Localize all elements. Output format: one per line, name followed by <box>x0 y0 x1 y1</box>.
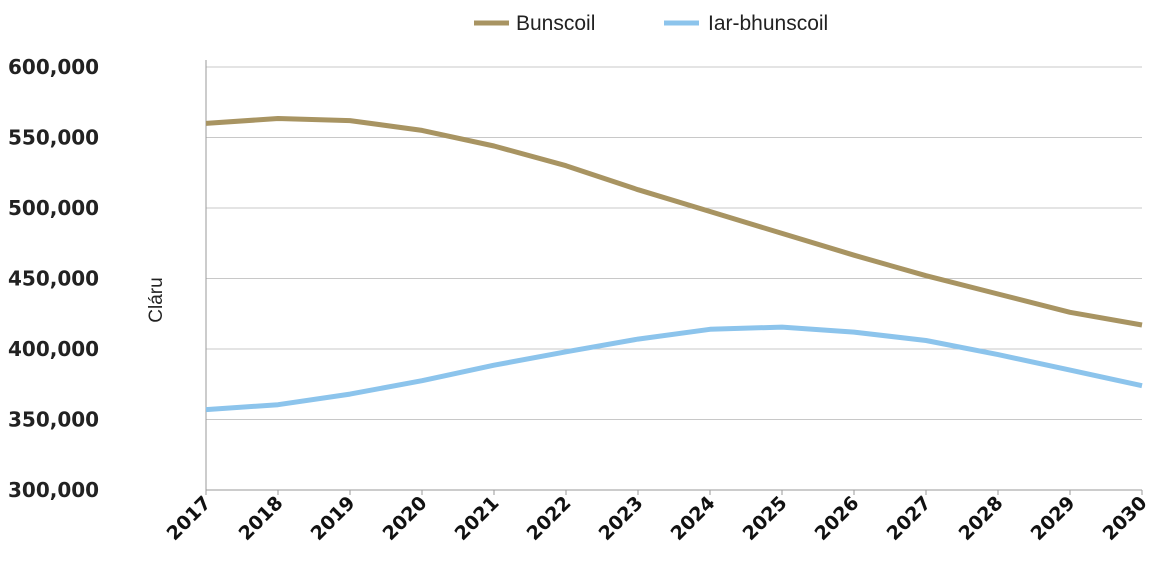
x-tick-label: 2021 <box>451 492 504 545</box>
x-tick-label: 2019 <box>307 492 360 545</box>
x-tick-label: 2027 <box>883 492 936 545</box>
legend-label-bunscoil: Bunscoil <box>516 12 595 35</box>
x-axis-ticks: 2017 2018 2019 2020 2021 2022 2023 2024 2025 2026… <box>163 490 1152 545</box>
legend-label-iar-bhunscoil: Iar-bhunscoil <box>708 12 828 35</box>
y-tick-label: 500,000 <box>8 196 99 220</box>
legend: Bunscoil Iar-bhunscoil <box>474 12 828 35</box>
y-tick-label: 550,000 <box>8 126 99 150</box>
series-line-bunscoil <box>205 116 1143 328</box>
y-tick-label: 300,000 <box>8 478 99 502</box>
series-line-iar-bhunscoil <box>205 324 1143 413</box>
x-tick-label: 2017 <box>163 492 216 545</box>
y-tick-label: 600,000 <box>8 55 99 79</box>
y-axis-label: Cláru <box>146 277 167 322</box>
x-tick-label: 2029 <box>1027 492 1080 545</box>
y-tick-label: 350,000 <box>8 408 99 432</box>
x-tick-label: 2028 <box>955 492 1008 545</box>
x-tick-label: 2024 <box>667 492 720 545</box>
x-tick-label: 2030 <box>1099 492 1152 545</box>
x-tick-label: 2025 <box>739 492 792 545</box>
x-tick-label: 2023 <box>595 492 648 545</box>
gridlines <box>206 66 1142 420</box>
y-tick-label: 450,000 <box>8 267 99 291</box>
y-tick-label: 400,000 <box>8 337 99 361</box>
x-tick-label: 2020 <box>379 492 432 545</box>
series-lines <box>205 116 1143 413</box>
x-tick-label: 2022 <box>523 492 576 545</box>
x-tick-label: 2018 <box>235 492 288 545</box>
y-axis-ticks: 600,000 550,000 500,000 450,000 400,000 350,0… <box>8 55 99 502</box>
x-tick-label: 2026 <box>811 492 864 545</box>
